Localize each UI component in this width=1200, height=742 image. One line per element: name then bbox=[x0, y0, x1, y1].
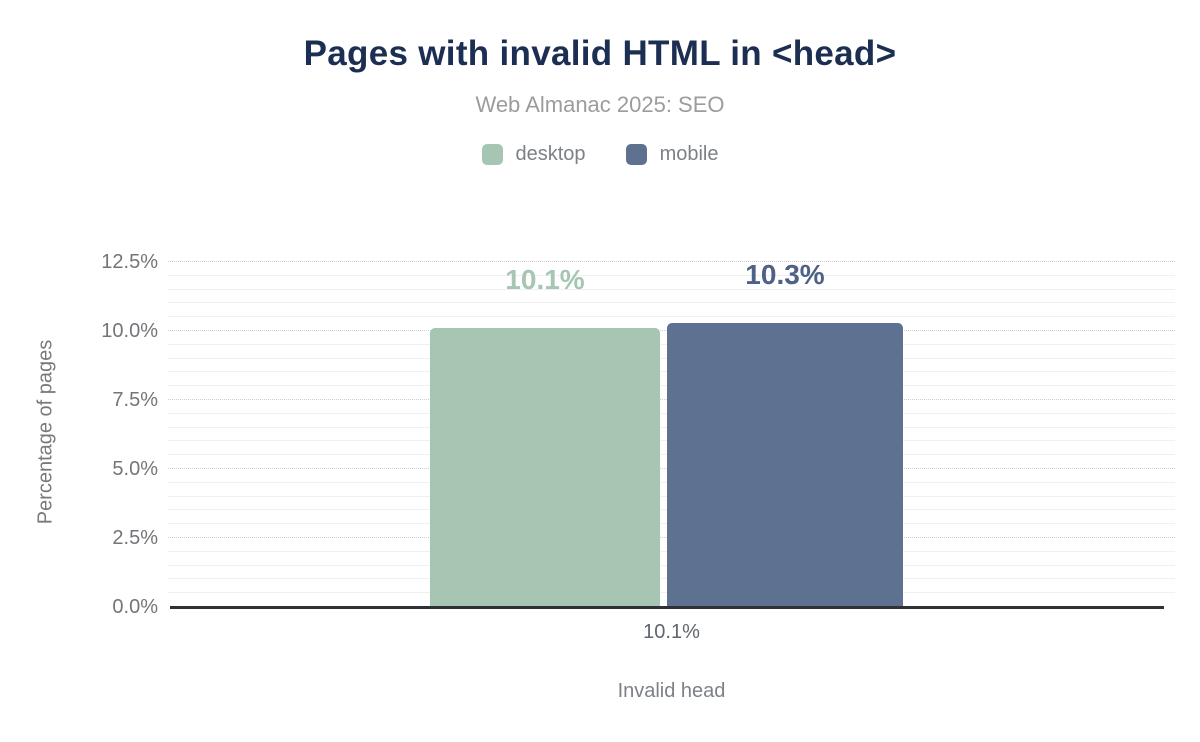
legend-item-desktop[interactable]: desktop bbox=[481, 143, 586, 166]
x-axis-line bbox=[170, 606, 1164, 609]
y-tick-label: 12.5% bbox=[101, 251, 158, 273]
minor-gridline bbox=[168, 316, 1175, 318]
bar-mobile[interactable] bbox=[667, 322, 903, 607]
y-tick-label: 7.5% bbox=[112, 389, 158, 411]
legend-label-mobile: mobile bbox=[659, 143, 719, 165]
legend-swatch-desktop-icon bbox=[481, 144, 503, 165]
bar-desktop[interactable] bbox=[430, 328, 660, 607]
x-axis-title: Invalid head bbox=[617, 680, 726, 702]
minor-gridline bbox=[168, 288, 1175, 290]
y-axis-ticks: 0.0% 2.5% 5.0% 7.5% 10.0% 12.5% bbox=[0, 251, 158, 618]
legend-swatch-mobile-icon bbox=[625, 144, 647, 165]
chart-subtitle: Web Almanac 2025: SEO bbox=[475, 92, 725, 117]
chart-title: Pages with invalid HTML in <head> bbox=[303, 34, 897, 73]
legend-item-mobile[interactable]: mobile bbox=[625, 143, 719, 166]
x-tick-label: 10.1% bbox=[643, 621, 700, 643]
y-tick-label: 10.0% bbox=[101, 320, 158, 342]
minor-gridline bbox=[168, 274, 1175, 276]
y-tick-label: 2.5% bbox=[112, 527, 158, 549]
major-gridline bbox=[168, 261, 1175, 262]
plot-area: 10.1% 10.3% 10.1% Invalid head bbox=[168, 258, 1175, 702]
y-tick-label: 5.0% bbox=[112, 458, 158, 480]
legend-label-desktop: desktop bbox=[515, 143, 586, 165]
y-tick-label: 0.0% bbox=[112, 596, 158, 618]
legend: desktop mobile bbox=[0, 143, 1200, 166]
minor-gridline bbox=[168, 302, 1175, 304]
bar-label-desktop: 10.1% bbox=[505, 264, 585, 296]
bar-label-mobile: 10.3% bbox=[745, 258, 825, 290]
